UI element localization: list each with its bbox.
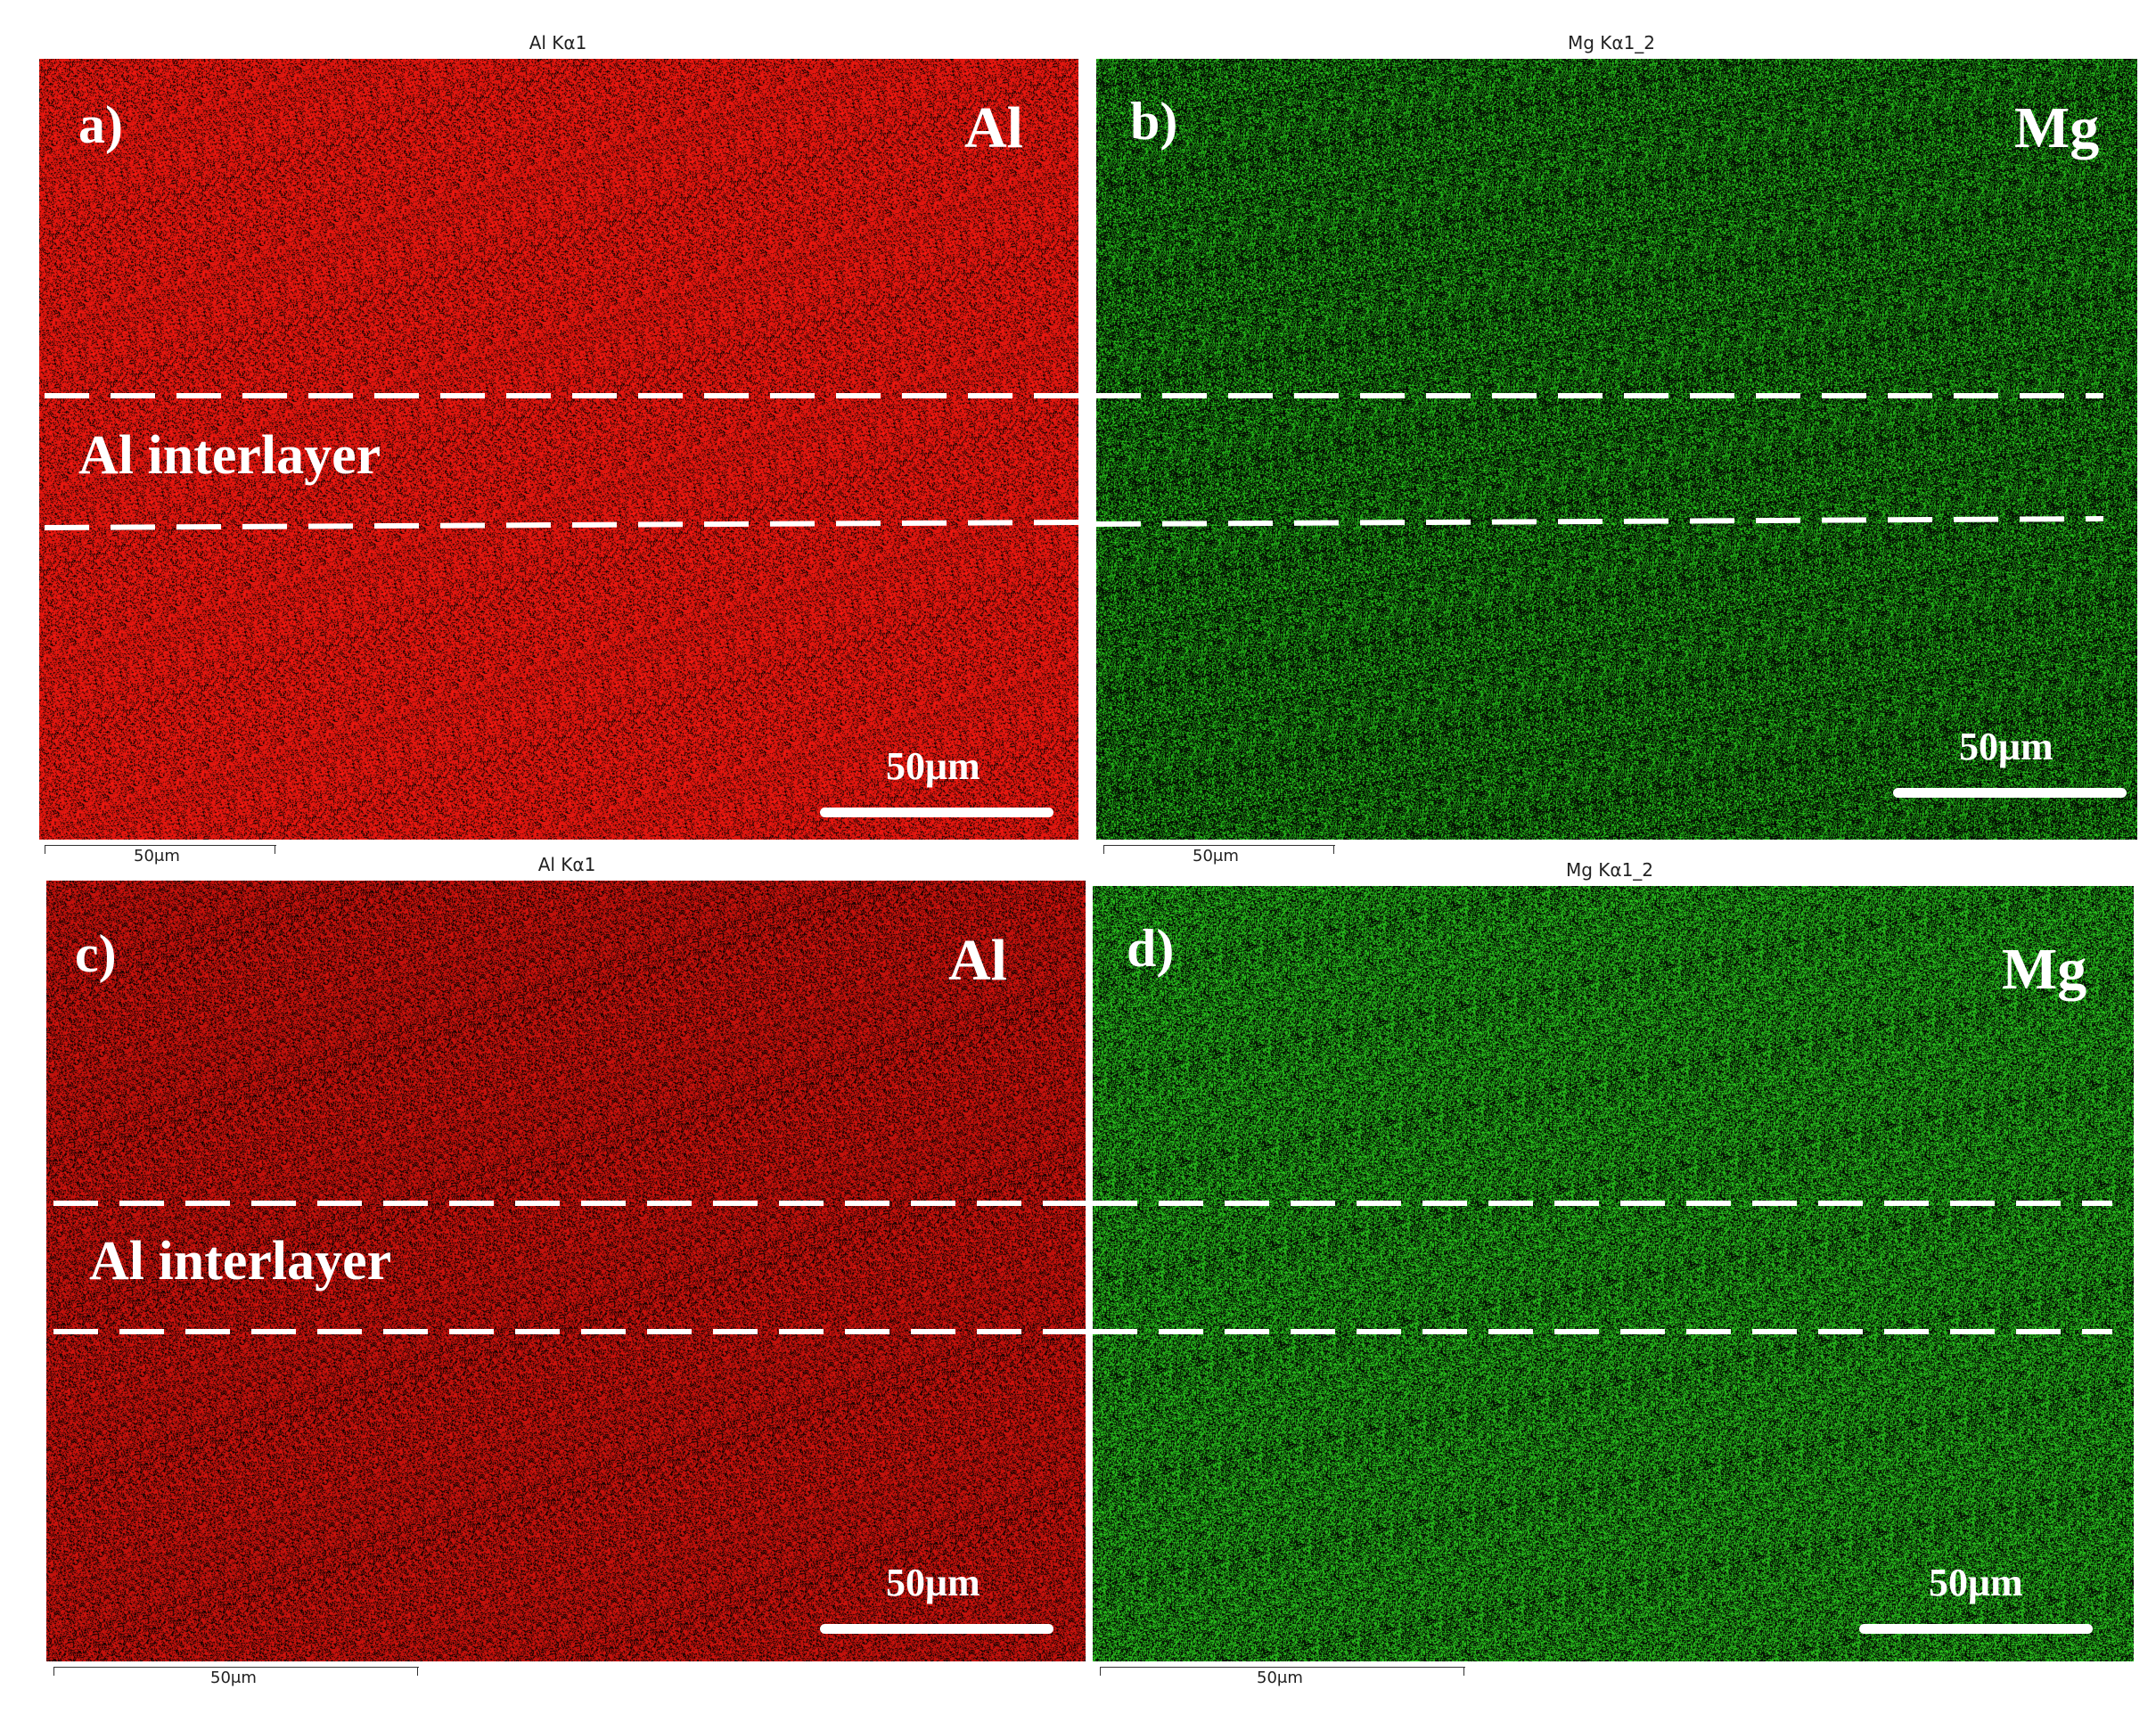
eds-map-panel-c: c) Al Al interlayer 50μm [46, 881, 1086, 1661]
element-label-a: Al [964, 95, 1023, 160]
panel-label-c: c) [75, 924, 117, 983]
external-scale-label-c: 50μm [210, 1669, 257, 1687]
eds-map-panel-b: b) Mg 50μm [1096, 59, 2137, 840]
scale-label-a: 50μm [886, 744, 980, 788]
scale-bar-c [820, 1624, 1053, 1634]
external-scale-a: 50μm [45, 845, 276, 866]
scale-bar-d [1859, 1624, 2093, 1634]
interlayer-bottom-boundary [1096, 516, 2104, 527]
external-scale-c: 50μm [53, 1667, 419, 1688]
eds-map-panel-a: a) Al Al interlayer 50μm [39, 59, 1078, 840]
external-scale-d: 50μm [1100, 1667, 1465, 1688]
element-label-b: Mg [2014, 95, 2100, 160]
map-title-d: Mg Kα1_2 [1565, 859, 1654, 881]
interlayer-boundary-lines-b [1096, 393, 2104, 527]
interlayer-boundary-lines-a [44, 393, 1078, 530]
eds-map-image-a [39, 59, 1078, 840]
external-scale-label-d: 50μm [1257, 1669, 1303, 1687]
scale-bar-a [820, 808, 1053, 817]
panel-label-d: d) [1127, 919, 1175, 978]
map-title-c: Al Kα1 [537, 854, 596, 875]
scale-label-c: 50μm [886, 1561, 980, 1604]
panel-label-a: a) [78, 95, 123, 154]
external-scale-b: 50μm [1103, 845, 1335, 866]
scale-label-b: 50μm [1959, 725, 2054, 768]
element-label-d: Mg [2002, 937, 2087, 1002]
scale-bar-b [1893, 788, 2127, 798]
interlayer-label-c: Al interlayer [89, 1231, 392, 1292]
map-title-a: Al Kα1 [529, 32, 587, 53]
eds-map-image-b [1096, 59, 2137, 840]
interlayer-label-a: Al interlayer [78, 425, 381, 486]
eds-map-image-c [46, 881, 1086, 1661]
interlayer-bottom-boundary [44, 520, 1078, 530]
external-scale-label-b: 50μm [1193, 847, 1239, 865]
eds-map-panel-d: d) Mg 50μm [1093, 886, 2134, 1661]
element-label-c: Al [948, 928, 1007, 993]
external-scale-label-a: 50μm [134, 847, 180, 865]
scale-label-d: 50μm [1929, 1561, 2023, 1604]
panel-label-b: b) [1130, 92, 1178, 151]
interlayer-boundary-lines-c [53, 1201, 1086, 1334]
eds-map-image-d [1093, 886, 2134, 1661]
map-title-b: Mg Kα1_2 [1567, 32, 1656, 53]
interlayer-boundary-lines-d [1093, 1201, 2112, 1334]
